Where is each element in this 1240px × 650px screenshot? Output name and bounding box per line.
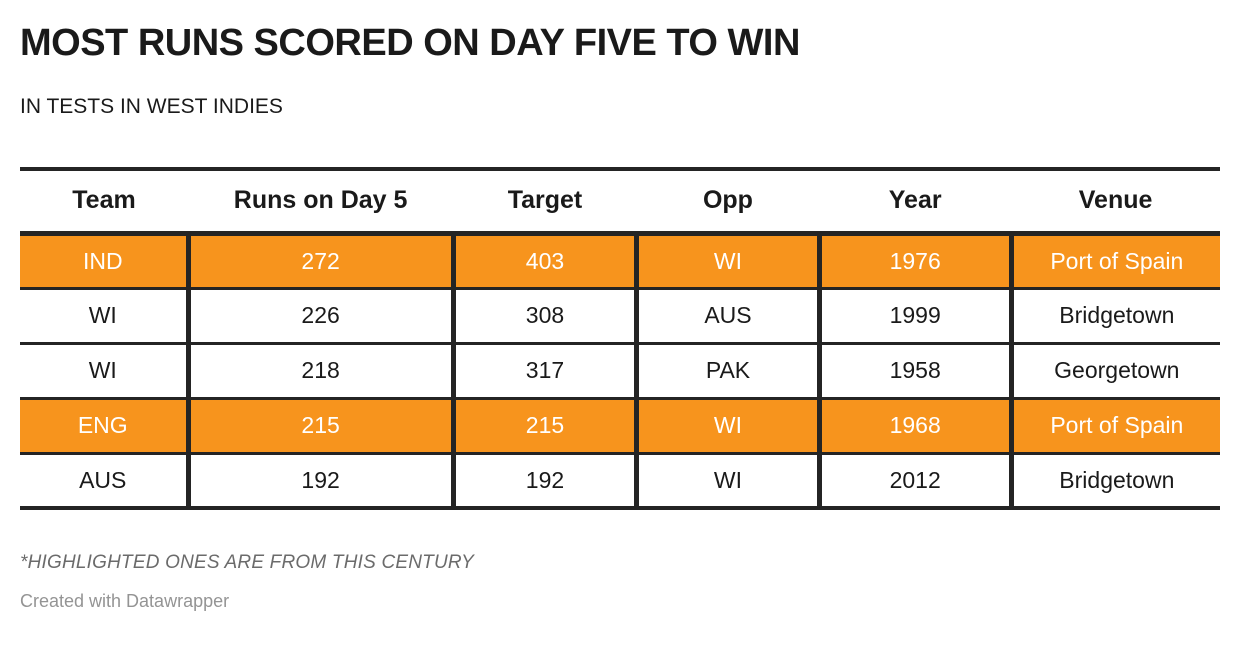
cell-opp: WI — [634, 398, 820, 455]
cell-team: WI — [20, 288, 188, 345]
cell-target: 403 — [450, 233, 637, 290]
column-header-year: Year — [819, 169, 1012, 236]
cell-year: 1968 — [816, 398, 1012, 455]
cell-team: WI — [20, 343, 188, 400]
cell-opp: WI — [634, 453, 820, 508]
cell-venue: Bridgetown — [1008, 288, 1220, 345]
table-row: WI 218 317 PAK 1958 Georgetown — [20, 343, 1220, 400]
page-title: MOST RUNS SCORED ON DAY FIVE TO WIN — [20, 22, 800, 64]
cell-team: AUS — [20, 453, 188, 508]
cell-target: 215 — [450, 398, 637, 455]
table-row: AUS 192 192 WI 2012 Bridgetown — [20, 453, 1220, 508]
cell-target: 308 — [450, 288, 637, 345]
table-row: IND 272 403 WI 1976 Port of Spain — [20, 233, 1220, 290]
table-body: IND 272 403 WI 1976 Port of Spain WI 226… — [20, 233, 1220, 508]
datawrapper-attribution: Created with Datawrapper — [20, 591, 230, 611]
cell-year: 1958 — [816, 343, 1012, 400]
column-header-team: Team — [20, 169, 188, 236]
table-header: Team Runs on Day 5 Target Opp Year Venue — [20, 169, 1220, 236]
highlight-footnote: *HIGHLIGHTED ONES ARE FROM THIS CENTURY — [20, 552, 474, 573]
cell-runs: 215 — [185, 398, 454, 455]
page: MOST RUNS SCORED ON DAY FIVE TO WIN IN T… — [20, 22, 1220, 611]
column-header-opp: Opp — [636, 169, 820, 236]
table-row: ENG 215 215 WI 1968 Port of Spain — [20, 398, 1220, 455]
cell-team: IND — [20, 233, 188, 290]
cell-opp: WI — [634, 233, 820, 290]
cell-runs: 192 — [185, 453, 454, 508]
cell-year: 2012 — [816, 453, 1012, 508]
column-header-venue: Venue — [1011, 169, 1220, 236]
cell-opp: PAK — [634, 343, 820, 400]
cell-venue: Bridgetown — [1008, 453, 1220, 508]
cell-year: 1999 — [816, 288, 1012, 345]
cell-runs: 226 — [185, 288, 454, 345]
cell-year: 1976 — [816, 233, 1012, 290]
page-subtitle: IN TESTS IN WEST INDIES — [20, 95, 283, 118]
table-header-row: Team Runs on Day 5 Target Opp Year Venue — [20, 169, 1220, 236]
cell-venue: Georgetown — [1008, 343, 1220, 400]
cell-venue: Port of Spain — [1008, 398, 1220, 455]
cell-runs: 272 — [185, 233, 454, 290]
cell-venue: Port of Spain — [1008, 233, 1220, 290]
cell-target: 192 — [450, 453, 637, 508]
column-header-runs: Runs on Day 5 — [188, 169, 454, 236]
cell-target: 317 — [450, 343, 637, 400]
table-row: WI 226 308 AUS 1999 Bridgetown — [20, 288, 1220, 345]
cell-team: ENG — [20, 398, 188, 455]
cell-opp: AUS — [634, 288, 820, 345]
results-table: Team Runs on Day 5 Target Opp Year Venue… — [20, 167, 1220, 510]
cell-runs: 218 — [185, 343, 454, 400]
column-header-target: Target — [453, 169, 637, 236]
